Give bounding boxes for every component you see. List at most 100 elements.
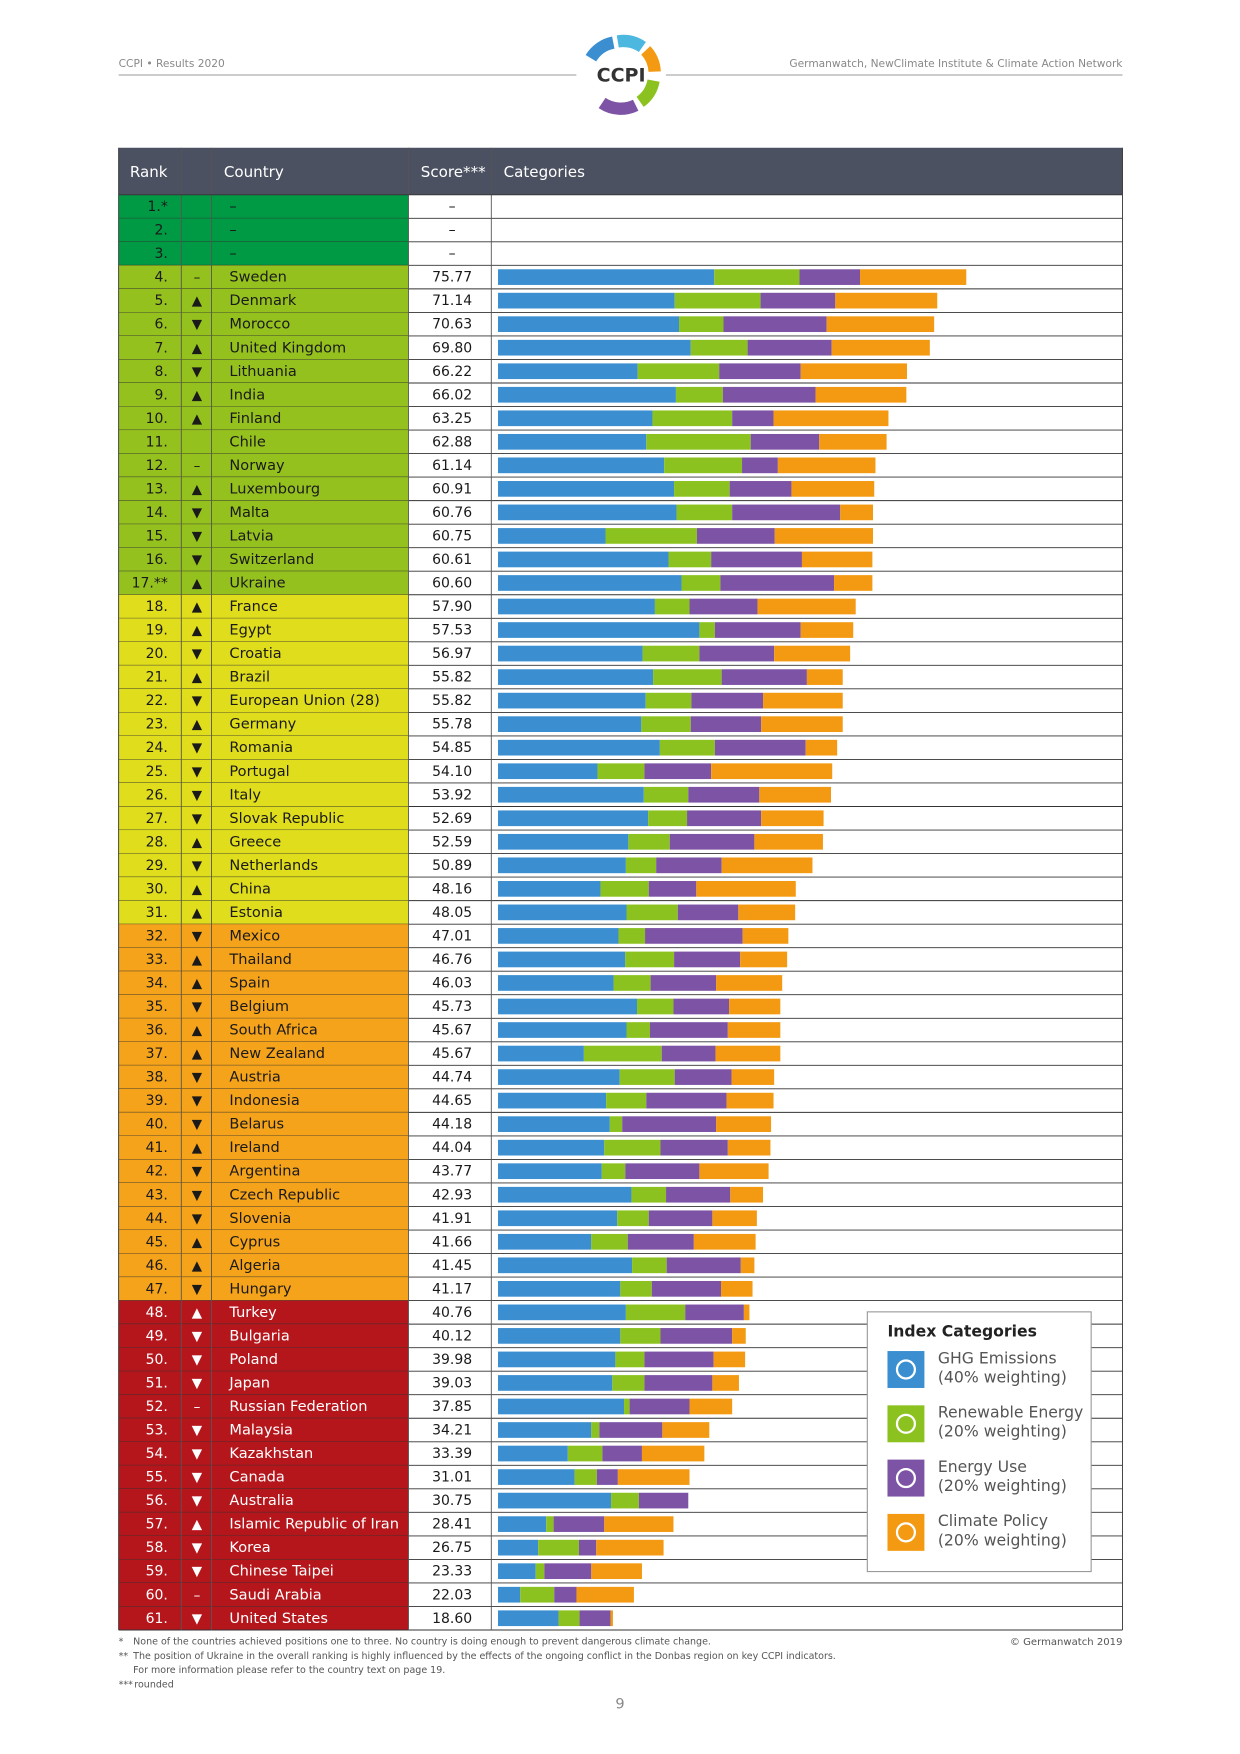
row-band: [118, 547, 409, 572]
score: 22.03: [432, 1587, 472, 1603]
category-segment: [498, 386, 676, 403]
category-segment: [498, 763, 598, 780]
score: 60.61: [432, 552, 472, 568]
rank: 61.: [146, 1611, 168, 1627]
trend: ▲: [192, 482, 203, 497]
rank: 47.: [146, 1281, 168, 1297]
country: Ireland: [229, 1139, 279, 1156]
category-segment: [583, 1045, 662, 1062]
category-segment: [732, 504, 841, 521]
row-band: [118, 477, 409, 501]
category-segment: [699, 645, 775, 662]
category-segment: [648, 881, 697, 897]
trend: ▼: [192, 1447, 203, 1462]
country: Lithuania: [229, 363, 296, 380]
rank: 44.: [146, 1211, 168, 1227]
category-segment: [576, 1586, 634, 1603]
trend: ▲: [192, 1518, 203, 1533]
category-segment: [714, 739, 806, 756]
category-segment: [743, 1304, 750, 1321]
row-band: [118, 618, 409, 642]
trend: ▼: [192, 1118, 203, 1133]
category-segment: [791, 481, 875, 497]
category-segment: [498, 975, 614, 991]
category-segment: [835, 292, 938, 309]
category-segment: [498, 857, 626, 874]
row-band: [118, 571, 409, 595]
category-segment: [498, 928, 619, 944]
row-band: [118, 830, 409, 854]
country: Spain: [229, 975, 270, 992]
trend: ▼: [192, 788, 203, 803]
category-segment: [675, 386, 723, 403]
row-band: [118, 1065, 409, 1089]
category-segment: [831, 339, 930, 356]
score: 63.25: [432, 411, 472, 427]
category-segment: [498, 998, 638, 1015]
rank: 51.: [146, 1376, 168, 1392]
category-segment: [721, 857, 813, 874]
category-segment: [757, 598, 856, 615]
category-segment: [498, 1186, 632, 1203]
country: South Africa: [229, 1022, 317, 1039]
country: Slovenia: [229, 1210, 291, 1227]
category-segment: [860, 269, 967, 285]
score: 23.33: [432, 1564, 472, 1580]
category-segment: [637, 998, 674, 1015]
category-segment: [591, 1233, 628, 1250]
category-segment: [685, 1304, 744, 1321]
category-segment: [713, 1351, 746, 1368]
trend: ▲: [192, 1259, 203, 1274]
trend: ▼: [192, 553, 203, 568]
category-segment: [498, 1586, 521, 1603]
category-segment: [729, 998, 781, 1015]
category-segment: [644, 1351, 714, 1368]
category-segment: [800, 622, 854, 638]
score: 71.14: [432, 293, 472, 309]
country: Morocco: [229, 316, 290, 333]
category-segment: [498, 598, 655, 615]
trend: ▲: [192, 882, 203, 897]
country: Finland: [229, 410, 281, 427]
row-band: [118, 1324, 409, 1348]
score: 61.14: [432, 458, 472, 474]
trend: ▼: [192, 1424, 203, 1439]
legend-name: Renewable Energy: [938, 1403, 1083, 1422]
category-segment: [727, 1139, 771, 1156]
rank: 42.: [146, 1164, 168, 1180]
country: Hungary: [229, 1280, 292, 1297]
category-segment: [727, 1022, 781, 1038]
legend-icon: [887, 1513, 925, 1551]
rank: 17.**: [132, 576, 168, 592]
category-segment: [613, 975, 651, 991]
trend: –: [194, 271, 201, 286]
row-band: [118, 1159, 409, 1183]
row-band: [118, 1112, 409, 1136]
category-segment: [498, 551, 669, 568]
category-segment: [498, 504, 677, 521]
category-segment: [597, 763, 645, 780]
rank: 37.: [146, 1046, 168, 1062]
category-segment: [668, 551, 712, 568]
score: 41.45: [432, 1258, 472, 1274]
rank: 30.: [146, 881, 168, 897]
category-segment: [716, 1116, 772, 1132]
legend-icon-glyph: [895, 1359, 917, 1380]
country: Switzerland: [229, 551, 314, 568]
category-segment: [498, 1210, 618, 1227]
trend: ▼: [192, 647, 203, 662]
score: 60.76: [432, 505, 472, 521]
score: 66.02: [432, 387, 472, 403]
category-segment: [626, 904, 678, 921]
trend: ▲: [192, 1141, 203, 1156]
category-segment: [712, 1375, 739, 1391]
category-segment: [644, 763, 712, 780]
category-segment: [498, 810, 649, 827]
category-segment: [498, 1045, 584, 1062]
category-segment: [826, 316, 935, 333]
trend: ▼: [192, 365, 203, 380]
country: France: [229, 598, 277, 615]
category-segment: [611, 1492, 639, 1509]
row-band: [118, 218, 409, 242]
